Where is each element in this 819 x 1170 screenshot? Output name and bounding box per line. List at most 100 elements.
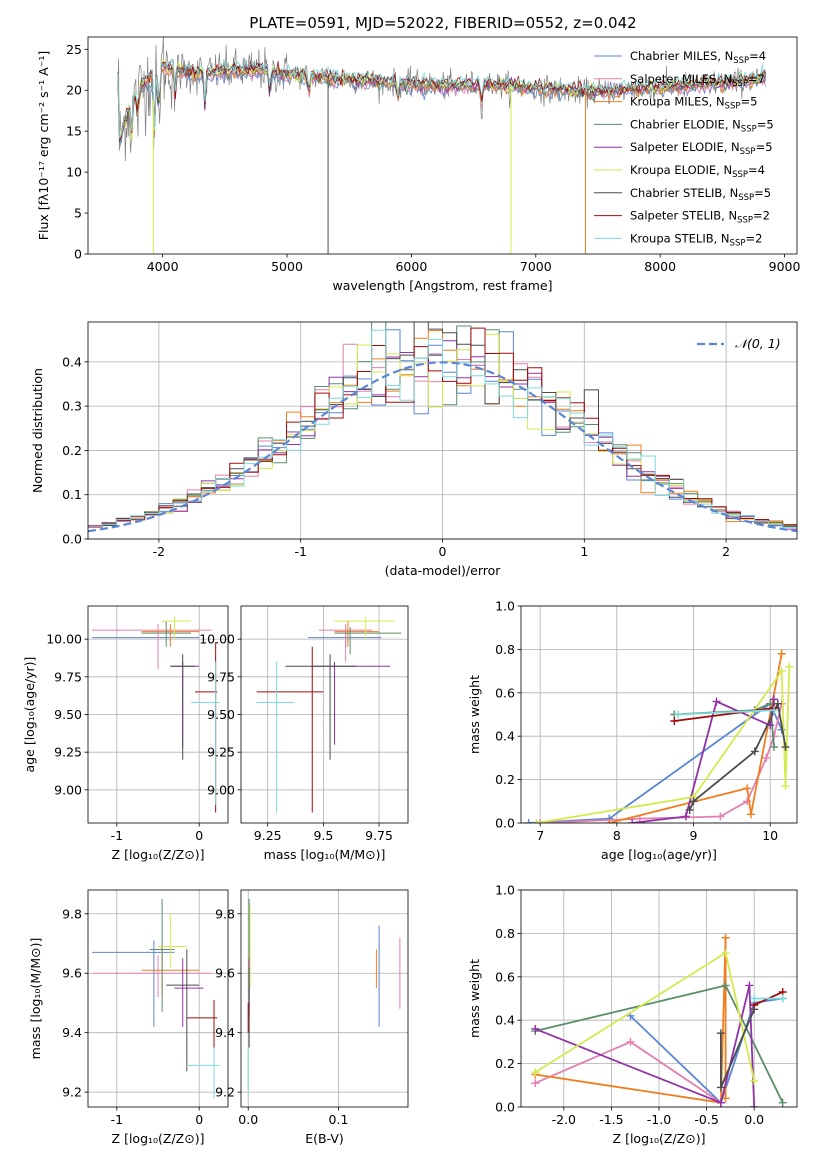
weight-line-kroupa_miles [535,936,727,1104]
weight-marker [712,697,721,706]
axes-frame [240,889,409,1108]
y-tick-label: 0 [74,247,82,262]
weight-marker [716,812,725,821]
plot-area [88,322,797,533]
y-tick-label: 9.6 [62,966,82,981]
weight-line-chabrier_miles [629,997,783,1104]
x-axis-label: age [log₁₀(age/yr)] [601,847,717,862]
weight-line-chabrier_miles [528,702,783,823]
x-tick-label: 9.25 [254,828,282,843]
weight-marker [531,1024,540,1033]
y-tick-label: 1.0 [495,599,515,614]
y-tick-label: 9.2 [215,1085,235,1100]
x-tick-label: 0.1 [329,1112,349,1127]
gaussian-curve [88,361,797,533]
x-tick-label: -1.0 [647,1112,671,1127]
plot-area [531,933,787,1107]
x-tick-label: 9.75 [365,828,393,843]
x-tick-label: 10 [762,828,778,843]
y-tick-label: 9.75 [54,669,82,684]
y-tick-label: 9.50 [54,707,82,722]
y-axis-label: mass weight [467,675,482,754]
y-tick-label: 1.0 [495,883,515,898]
axes-frame [87,36,798,255]
weight-marker [716,1098,725,1107]
weight-marker [721,1094,730,1103]
y-tick-label: 20 [66,83,82,98]
weight-marker [778,1098,787,1107]
weight-line-salpeter_miles [534,1041,722,1104]
legend-label: Chabrier MILES, NSSP=4 [630,49,766,66]
x-tick-label: -1 [111,1112,123,1127]
weight-marker [716,1029,725,1038]
weight-marker [674,710,683,719]
y-tick-label: 10.00 [199,632,235,647]
weight-marker [770,695,778,704]
y-tick-label: 5 [74,206,82,221]
y-axis-label: age [log₁₀(age/yr)] [22,657,37,773]
axes-frame [520,605,798,824]
y-tick-label: 0.0 [495,816,515,831]
legend-label: Salpeter ELODIE, NSSP=5 [630,140,773,157]
y-tick-label: 9.50 [207,707,235,722]
plot-area [92,898,220,1099]
weight-marker [681,812,690,821]
y-tick-label: 9.4 [62,1025,82,1040]
weight-marker [750,747,759,756]
x-tick-label: 5000 [271,259,303,274]
y-tick-label: 9.8 [215,906,235,921]
chart-weight_vs_z: -2.0 -1.5 -1.0 -0.5 0.0 0.0 0.2 0.4 0.6 0.8 1.0 Z [… [467,883,798,1146]
weight-marker [777,649,786,658]
y-tick-label: 0.8 [495,642,515,657]
x-tick-label: -2.0 [552,1112,576,1127]
y-tick-label: 0.1 [62,487,82,502]
weight-marker [532,819,541,823]
y-tick-label: 25 [66,42,82,57]
y-tick-label: 10.00 [46,632,82,647]
spectrum-legend: Chabrier MILES, NSSP=4 Salpeter MILES, NS… [594,49,774,248]
legend-label: Salpeter MILES, NSSP=7 [630,72,765,89]
weight-marker [524,819,533,823]
spectrum-model-kroupa_stelib [117,58,766,140]
y-tick-label: 10 [66,165,82,180]
weight-marker [750,1103,759,1107]
plot-area [92,616,220,813]
x-tick-label: 9 [690,828,698,843]
y-axis-label: Flux [fλ10⁻¹⁷ erg cm⁻² s⁻¹ A⁻¹] [36,51,51,240]
y-tick-label: 9.75 [207,669,235,684]
x-axis-label: Z [log₁₀(Z/Z⊙)] [112,1131,205,1146]
legend-label: Salpeter STELIB, NSSP=2 [630,209,770,226]
y-tick-label: 0.3 [62,399,82,414]
weight-marker [785,662,794,671]
weight-marker [626,1037,635,1046]
histogram-kroupa_elodie [88,333,797,527]
weight-marker [531,1068,540,1077]
y-tick-label: 0.2 [62,443,82,458]
chart-mass_vs_z: -1 0 9.2 9.4 9.6 9.8 Z [log₁₀(Z/Z⊙)] mass [log₁… [28,889,229,1146]
weight-marker [721,981,730,990]
x-axis-label: E(B-V) [305,1131,344,1146]
spectrum-model-salpeter_stelib [117,60,767,141]
y-axis-label: Normed distribution [30,368,45,493]
weight-marker [745,981,754,990]
x-tick-label: 0.0 [744,1112,764,1127]
x-axis-label: mass [log₁₀(M/M⊙)] [264,847,386,862]
x-tick-label: 1 [580,544,588,559]
x-tick-label: 7 [536,828,544,843]
y-tick-label: 9.00 [54,782,82,797]
y-tick-label: 9.2 [62,1085,82,1100]
chart-title: PLATE=0591, MJD=52022, FIBERID=0552, z=0… [249,14,636,32]
plot-area [247,898,401,1096]
y-tick-label: 0.4 [62,354,82,369]
x-tick-label: 2 [722,544,730,559]
y-tick-label: 0.4 [495,729,515,744]
weight-marker [747,810,755,819]
y-tick-label: 9.00 [207,782,235,797]
x-tick-label: 0.0 [238,1112,258,1127]
y-tick-label: 9.25 [207,745,235,760]
legend-label: Kroupa ELODIE, NSSP=4 [630,163,765,180]
chart-age_vs_z: -1 0 9.00 9.25 9.50 9.75 10.00 Z [log₁₀(Z/Z⊙)] a… [22,605,229,862]
weight-marker [716,1083,725,1092]
plot-area [256,616,402,813]
